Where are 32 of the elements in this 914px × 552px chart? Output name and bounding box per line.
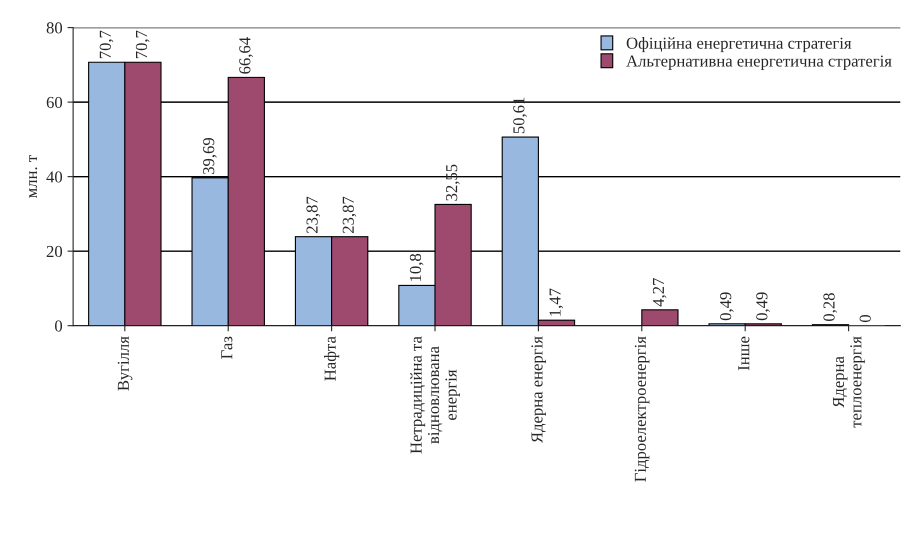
legend-label: Альтернативна енергетична стратегія xyxy=(626,55,892,70)
data-label: 70,7 xyxy=(136,30,150,58)
x-tick-label: Нетрадиційна та відновлювана енергія xyxy=(410,336,460,454)
data-label: 4,27 xyxy=(652,278,666,306)
y-axis-title: млн. т xyxy=(29,155,38,198)
x-tick-label: Вугілля xyxy=(118,336,132,391)
data-label: 0,49 xyxy=(720,292,734,320)
data-label: 32,55 xyxy=(446,164,460,201)
y-tick-label: 20 xyxy=(46,246,62,258)
y-tick-label: 80 xyxy=(46,22,62,34)
data-label: 70,7 xyxy=(100,30,114,58)
y-tick-label: 40 xyxy=(46,171,62,183)
data-label: 10,8 xyxy=(410,254,424,281)
data-label: 23,87 xyxy=(306,196,320,234)
x-tick-label: Інше xyxy=(738,336,750,370)
bar xyxy=(641,309,679,326)
x-tick-label: Гідроелектроенергія xyxy=(634,336,650,482)
data-label: 23,87 xyxy=(342,196,356,234)
data-label: 66,64 xyxy=(239,37,253,74)
x-tick-label: Ядерна теплоенергія xyxy=(832,336,865,428)
data-label: 0 xyxy=(860,315,871,322)
data-label: 1,47 xyxy=(550,288,564,316)
x-tick-label: Ядерна енергія xyxy=(531,336,546,444)
data-label: 0,28 xyxy=(823,293,838,322)
data-label: 50,61 xyxy=(513,98,527,134)
y-tick-label: 0 xyxy=(55,320,62,332)
legend-label: Офіційна енергетична стратегія xyxy=(626,37,852,52)
x-tick-label: Газ xyxy=(221,336,232,359)
data-label: 0,49 xyxy=(756,292,770,320)
y-tick-label: 60 xyxy=(46,96,62,108)
data-label: 39,69 xyxy=(203,138,217,174)
x-tick-label: Нафта xyxy=(324,336,340,381)
